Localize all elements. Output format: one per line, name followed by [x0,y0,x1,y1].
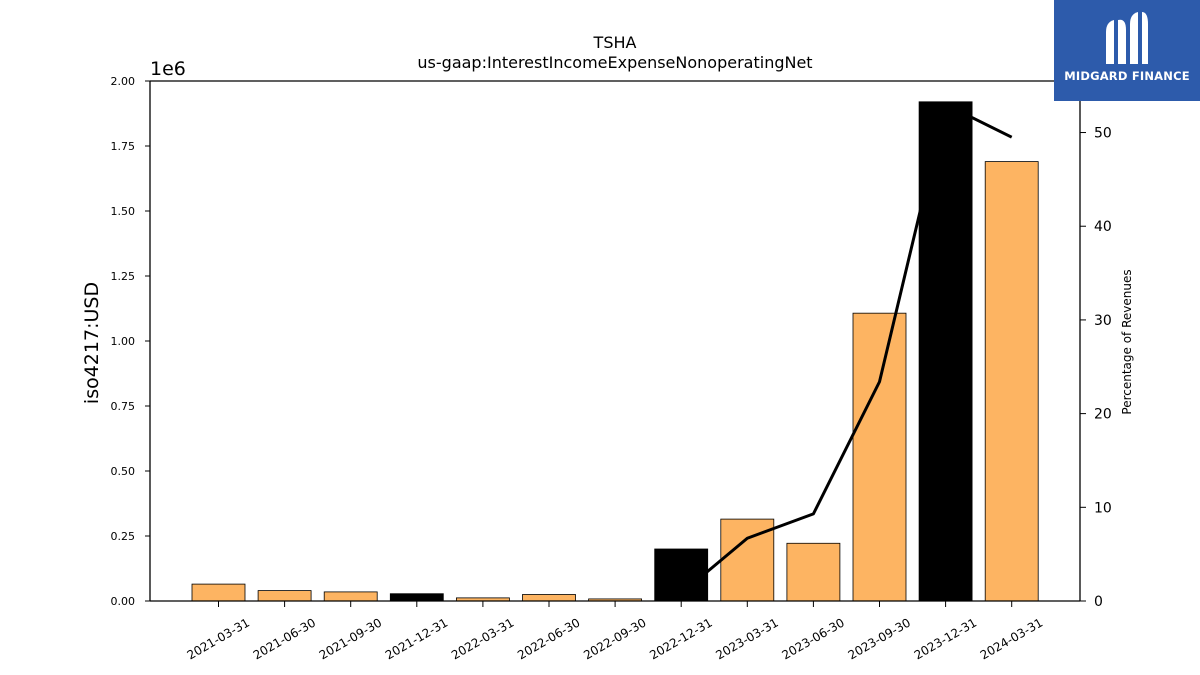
y-axis-label: iso4217:USD [81,282,103,404]
bar [323,591,378,602]
bar [389,593,444,602]
x-tick-label: 2021-06-30 [251,615,318,662]
x-tick-label: 2022-06-30 [515,615,582,662]
x-tick-label: 2022-12-31 [647,615,714,662]
y-tick-label: 1.00 [111,335,136,348]
bar [984,161,1039,602]
x-tick-label: 2023-06-30 [779,615,846,662]
logo-mark-icon [1106,12,1148,64]
bar [257,590,312,602]
bar [191,583,246,602]
y-tick-label: 1.75 [111,140,136,153]
x-tick-label: 2021-09-30 [317,615,384,662]
x-tick-label: 2021-12-31 [383,615,450,662]
x-tick-label: 2023-03-31 [713,615,780,662]
y2-tick-label: 10 [1094,500,1112,516]
bar-group [191,101,1039,602]
y2-tick-label: 30 [1094,313,1112,329]
chart-subtitle: us-gaap:InterestIncomeExpenseNonoperatin… [417,53,812,72]
y-tick-label: 0.75 [111,400,136,413]
y-tick-label: 1.25 [111,270,136,283]
y2-tick-label: 40 [1094,219,1112,235]
y-offset-label: 1e6 [150,58,186,80]
y2-tick-label: 0 [1094,594,1103,610]
bar [522,594,576,602]
bar [852,312,907,602]
x-tick-label: 2023-12-31 [912,615,979,662]
y-tick-label: 2.00 [111,75,136,88]
y2-tick-label: 20 [1094,407,1112,423]
y2-tick-label: 50 [1094,126,1112,142]
y-tick-label: 0.00 [111,595,136,608]
x-tick-label: 2021-03-31 [185,615,252,662]
x-tick-label: 2022-03-31 [449,615,516,662]
chart-title: TSHA [593,33,637,52]
bar [786,542,841,602]
y-tick-label: 0.25 [111,530,136,543]
brand-logo: MIDGARD FINANCE [1054,0,1200,101]
x-tick-label: 2023-09-30 [846,615,913,662]
logo-text: MIDGARD FINANCE [1064,69,1190,83]
x-tick-label: 2024-03-31 [978,615,1045,662]
y2-axis-label: Percentage of Revenues [1120,269,1134,414]
x-tick-label: 2022-09-30 [581,615,648,662]
y-tick-label: 1.50 [111,205,136,218]
line-group [680,102,1013,595]
y-tick-label: 0.50 [111,465,136,478]
line-series [680,102,1013,595]
